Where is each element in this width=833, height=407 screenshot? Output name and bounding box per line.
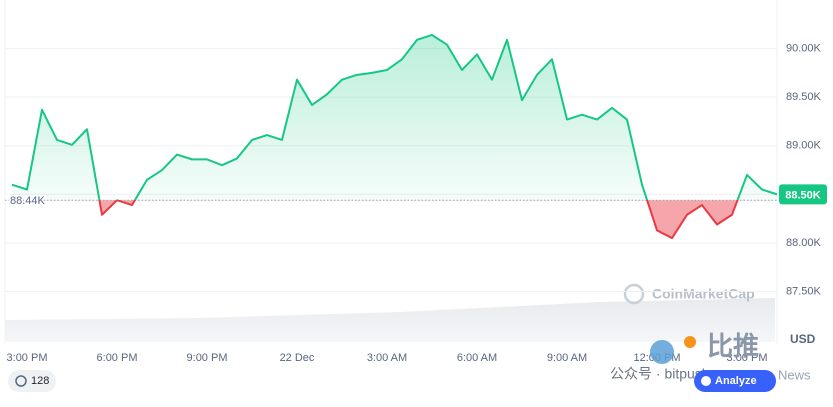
price-line [11,33,778,240]
price-area [12,34,777,239]
y-tick-label: 87.50K [786,285,822,297]
volume-area [5,298,775,342]
coinmarketcap-watermark: CoinMarketCap [623,283,755,305]
overlay-subtitle: 公众号 · bitpush [610,366,710,382]
x-tick-label: 6:00 PM [97,352,138,364]
price-badge [779,184,827,205]
overlay-watermark: 比推 公众号 · bitpush News [610,331,811,383]
analyze-text[interactable]: Analyze [715,375,757,387]
analyze-button-bg[interactable] [694,370,776,392]
x-tick-label: 9:00 AM [547,352,587,364]
x-tick-label: 6:00 AM [457,352,497,364]
y-tick-label: 89.00K [786,140,822,152]
analyze-button[interactable]: Analyze [694,370,776,392]
currency-label: USD [790,332,816,346]
y-tick-label: 90.00K [786,42,822,54]
overlay-news: News [778,367,811,382]
watermark-text: CoinMarketCap [652,286,755,302]
x-tick-label: 22 Dec [280,352,315,364]
y-tick-label: 88.00K [786,237,822,249]
price-badge-label: 88.50K [785,189,821,201]
x-tick-label: 9:00 PM [187,352,228,364]
history-button[interactable]: 128 [8,370,56,392]
x-tick-label: 3:00 PM [727,352,768,364]
baseline-label: 88.44K [10,195,46,207]
y-tick-label: 89.50K [786,91,822,103]
x-tick-label: 3:00 PM [7,352,48,364]
history-count[interactable]: 128 [31,375,49,387]
overlay-title: 比推 [707,331,759,361]
x-tick-label: 3:00 AM [367,352,407,364]
